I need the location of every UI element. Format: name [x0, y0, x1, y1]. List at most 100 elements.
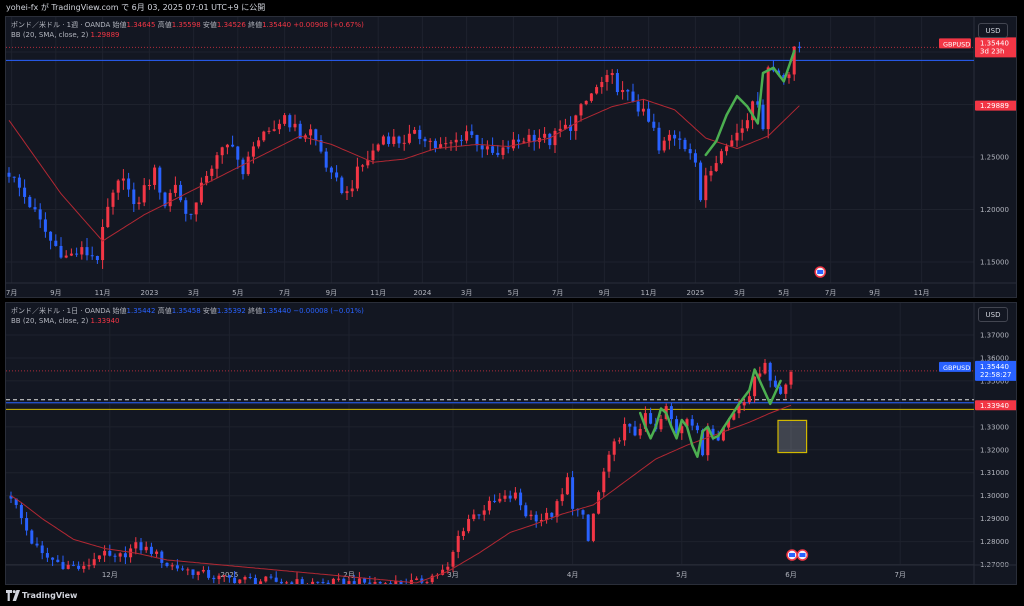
weekly-low-label: 安値: [202, 21, 217, 29]
publish-header: yohei-fx が TradingView.com で 6月 03, 2025…: [0, 0, 1024, 16]
highlight-wave-path: [704, 49, 796, 157]
candle-body: [225, 144, 229, 148]
candle-body: [413, 129, 417, 134]
candle-body: [623, 423, 627, 441]
candle-body: [300, 579, 304, 584]
candle-body: [331, 578, 335, 584]
candle-body: [371, 150, 375, 161]
candle-body: [789, 371, 793, 385]
candle-body: [175, 565, 179, 569]
daily-chart-panel[interactable]: 1.27000 1.28000 1.29000 1.30000 1.31000 1.320…: [5, 302, 1017, 585]
footer: TradingView: [0, 586, 1024, 606]
candle-body: [399, 580, 403, 584]
candle-body: [295, 579, 299, 584]
candle-body: [158, 167, 162, 193]
candle-body: [217, 575, 221, 580]
candle-body: [137, 202, 141, 205]
candle-body: [12, 176, 16, 178]
weekly-open-label: 始値: [112, 21, 127, 29]
candle-body: [647, 108, 651, 122]
candle-body: [337, 578, 341, 580]
candle-body: [368, 582, 372, 584]
weekly-bb-price-label-bg: [975, 100, 1016, 111]
candle-body: [95, 255, 99, 261]
candle-body: [472, 514, 476, 520]
daily-currency-button[interactable]: USD: [978, 307, 1008, 322]
candle-body: [210, 168, 214, 176]
candle-body: [25, 518, 29, 531]
candle-body: [269, 576, 273, 578]
candle-body: [19, 504, 23, 519]
weekly-currency-button[interactable]: USD: [978, 23, 1008, 38]
candle-body: [555, 501, 559, 517]
candle-body: [314, 129, 318, 141]
candle-body: [565, 477, 569, 495]
candle-body: [402, 142, 406, 144]
weekly-chart[interactable]: 1.150001.200001.250001.300001.350007月9月1…: [6, 17, 1017, 298]
candle-body: [643, 413, 647, 429]
candle-body: [735, 132, 739, 141]
candle-body: [418, 129, 422, 139]
x-tick-label: 2024: [413, 289, 431, 297]
candle-body: [740, 128, 744, 133]
candle-body: [571, 477, 575, 509]
candle-body: [716, 435, 720, 441]
candle-body: [704, 175, 708, 201]
y-tick-label: 1.35000: [980, 377, 1009, 385]
candle-body: [51, 557, 55, 560]
candle-body: [205, 175, 209, 183]
daily-last-price-label-sub: 22:58:27: [980, 371, 1011, 379]
y-tick-label: 1.30000: [980, 492, 1009, 500]
candle-body: [579, 104, 583, 116]
candle-body: [545, 512, 549, 520]
weekly-change: +0.00908 (+0.67%): [293, 21, 364, 29]
candle-body: [170, 565, 174, 567]
candle-body: [430, 575, 434, 583]
candle-body: [123, 553, 127, 558]
candle-body: [513, 492, 517, 499]
weekly-open-value: 1.34645: [126, 21, 156, 29]
candle-body: [293, 123, 297, 128]
candle-body: [597, 492, 601, 514]
zone-rectangle: [777, 419, 808, 454]
candle-body: [196, 571, 200, 575]
candle-body: [766, 67, 770, 130]
daily-chart[interactable]: 1.270001.280001.290001.300001.310001.320…: [6, 303, 1017, 585]
candle-body: [607, 454, 611, 472]
candle-body: [709, 171, 713, 176]
candle-body: [279, 581, 283, 584]
candle-body: [85, 247, 89, 256]
candle-body: [345, 191, 349, 194]
y-tick-label: 1.25000: [980, 154, 1009, 162]
candle-body: [751, 101, 755, 121]
candle-body: [267, 130, 271, 132]
candle-body: [727, 419, 731, 428]
candle-body: [428, 140, 432, 142]
x-tick-label: 9月: [869, 289, 880, 297]
daily-change: −0.00008 (−0.01%): [293, 307, 364, 315]
x-tick-label: 9月: [50, 289, 61, 297]
weekly-low-value: 1.34526: [216, 21, 246, 29]
candle-body: [456, 535, 460, 552]
candle-body: [186, 569, 190, 571]
candle-body: [23, 187, 27, 197]
x-tick-label: 4月: [567, 571, 578, 579]
candle-body: [617, 440, 621, 442]
candle-body: [667, 134, 671, 141]
candle-body: [33, 207, 37, 210]
candle-body: [77, 565, 81, 569]
candle-body: [236, 146, 240, 160]
candle-body: [721, 427, 725, 441]
candle-body: [285, 582, 289, 584]
publish-text: yohei-fx が TradingView.com で 6月 03, 2025…: [6, 3, 266, 12]
candle-body: [49, 231, 53, 241]
candle-body: [758, 373, 762, 377]
candle-body: [155, 551, 159, 554]
weekly-chart-panel[interactable]: 1.150001.200001.250001.300001.350007月9月1…: [5, 16, 1017, 298]
candle-body: [522, 141, 526, 143]
candle-body: [787, 74, 791, 79]
candle-body: [675, 419, 679, 434]
candle-body: [449, 142, 453, 144]
x-tick-label: 2025: [686, 289, 704, 297]
candle-body: [165, 562, 169, 566]
